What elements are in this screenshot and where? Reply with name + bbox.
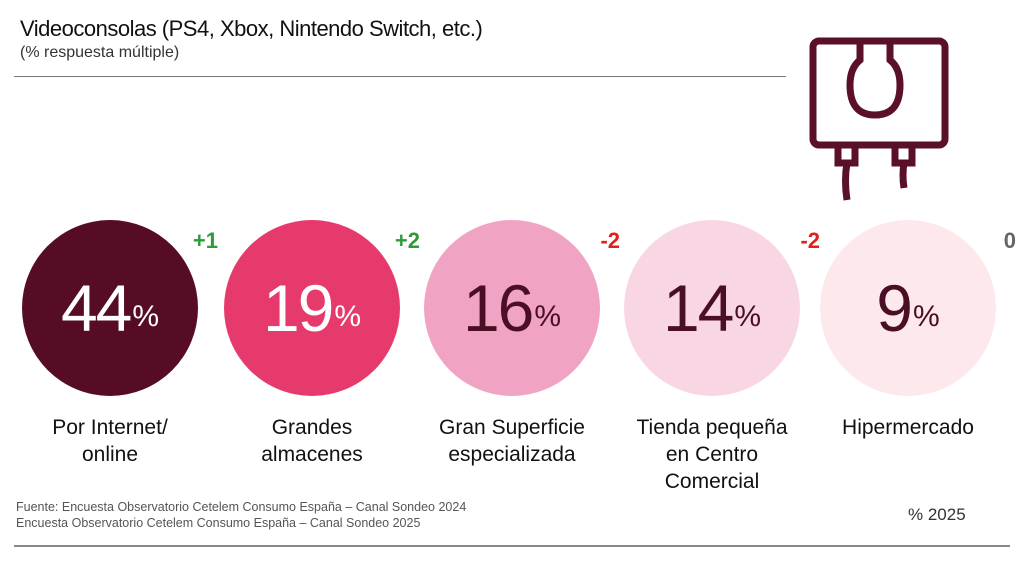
value-bubble: 16% <box>424 220 600 396</box>
source-line-1: Fuente: Encuesta Observatorio Cetelem Co… <box>16 500 467 514</box>
category-label: Por Internet/ online <box>52 416 168 466</box>
divider <box>14 76 786 77</box>
category-label: Gran Superficie especializada <box>439 416 585 466</box>
delta-label: +2 <box>394 228 420 253</box>
source-line-2: Encuesta Observatorio Cetelem Consumo Es… <box>16 516 421 530</box>
game-console-icon <box>809 37 949 201</box>
value-bubble: 44% <box>22 220 198 396</box>
value-label: 19 <box>262 271 334 345</box>
value-bubble: 9% <box>820 220 996 396</box>
unit-label: % <box>913 300 940 333</box>
category-label: Tienda pequeña en Centro Comercial <box>636 416 788 493</box>
delta-label: +1 <box>192 228 218 253</box>
category-label: Hipermercado <box>842 416 974 439</box>
value-bubble: 19% <box>224 220 400 396</box>
value-label: 44 <box>60 271 132 345</box>
value-bubble: 14% <box>624 220 800 396</box>
unit-label: % <box>734 300 762 333</box>
delta-label: 0 <box>1003 228 1016 253</box>
chart-title: Videoconsolas (PS4, Xbox, Nintendo Switc… <box>20 16 483 41</box>
delta-label: -2 <box>800 228 820 253</box>
unit-label: % <box>334 300 362 333</box>
legend: % 2025 <box>908 505 966 524</box>
source-note: Fuente: Encuesta Observatorio Cetelem Co… <box>16 499 466 531</box>
chart-subtitle: (% respuesta múltiple) <box>20 44 180 61</box>
value-label: 9 <box>876 271 913 345</box>
unit-label: % <box>534 300 562 333</box>
unit-label: % <box>132 300 160 333</box>
value-label: 16 <box>462 271 534 345</box>
category-label: Grandes almacenes <box>261 416 363 466</box>
value-label: 14 <box>662 271 734 345</box>
delta-label: -2 <box>600 228 620 253</box>
divider <box>14 545 1010 547</box>
